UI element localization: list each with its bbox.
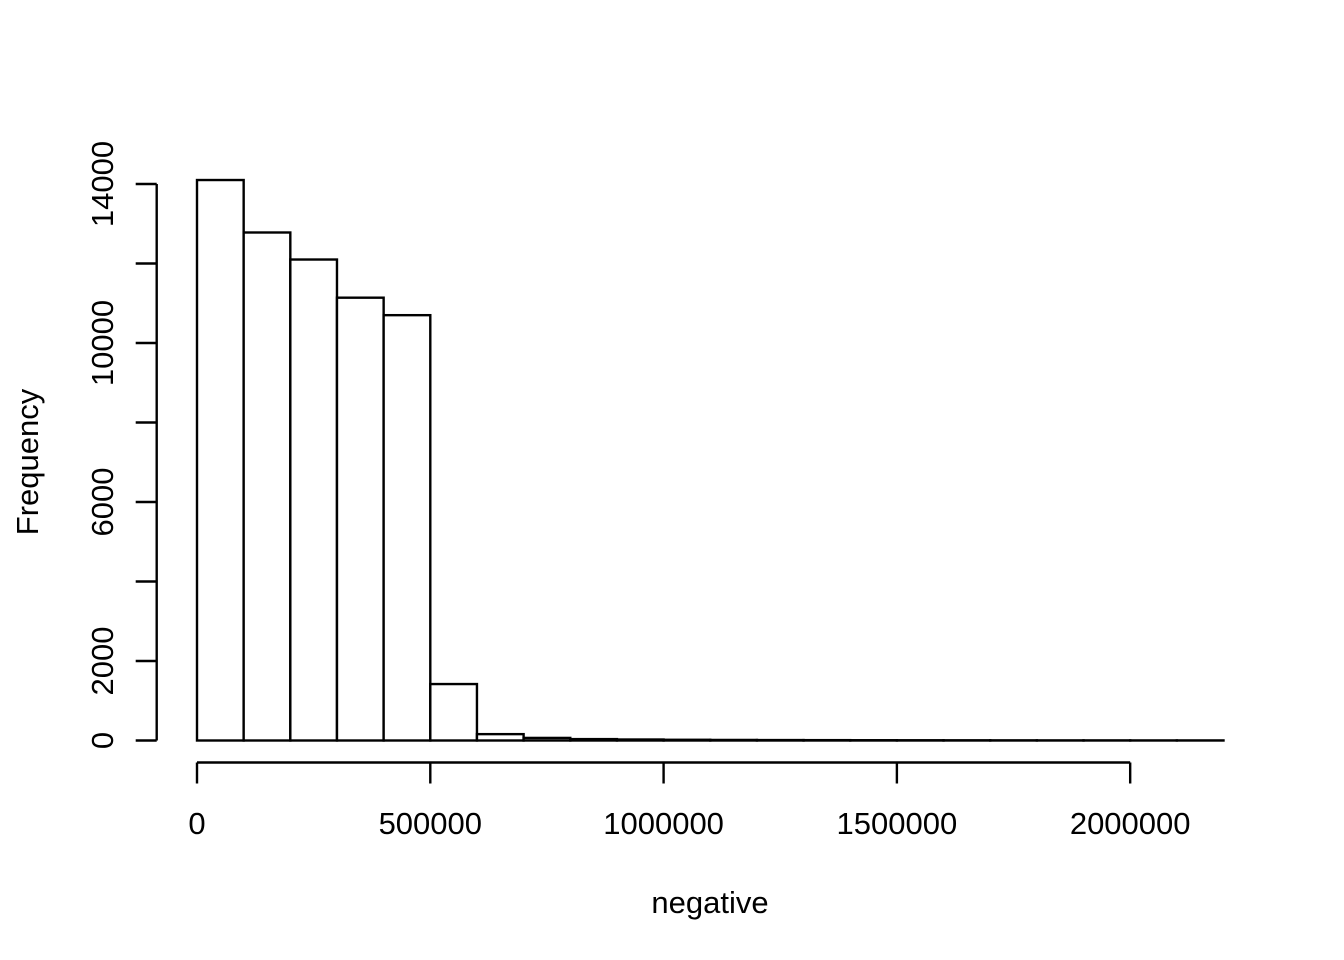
histogram-bar (289, 258, 339, 742)
histogram-bar (429, 682, 479, 742)
histogram-bar (195, 178, 245, 742)
histogram-bar (522, 736, 572, 742)
histogram-bar (709, 738, 759, 742)
x-tick-label: 0 (188, 806, 205, 841)
histogram-bar (475, 732, 525, 742)
bars-layer (195, 178, 1225, 742)
histogram-bar (382, 313, 432, 742)
histogram-bar (242, 231, 292, 742)
histogram-bar (662, 738, 712, 742)
y-tick-label: 0 (85, 732, 120, 749)
y-tick-label: 6000 (85, 468, 120, 537)
y-axis-title: Frequency (10, 388, 45, 535)
y-tick-label: 2000 (85, 627, 120, 696)
x-axis-title: negative (651, 885, 768, 920)
histogram-bar (569, 737, 619, 742)
x-tick-label: 1500000 (837, 806, 958, 841)
histogram-bar (335, 296, 385, 742)
axes-layer: 0 500000 1000000 1500000 2000000 0 2000 6000 100… (85, 141, 1191, 841)
y-tick-label: 10000 (85, 300, 120, 386)
x-tick-label: 1000000 (603, 806, 724, 841)
x-tick-label: 2000000 (1070, 806, 1191, 841)
x-tick-label: 500000 (379, 806, 482, 841)
histogram-bar (615, 738, 665, 742)
y-tick-label: 14000 (85, 141, 120, 227)
